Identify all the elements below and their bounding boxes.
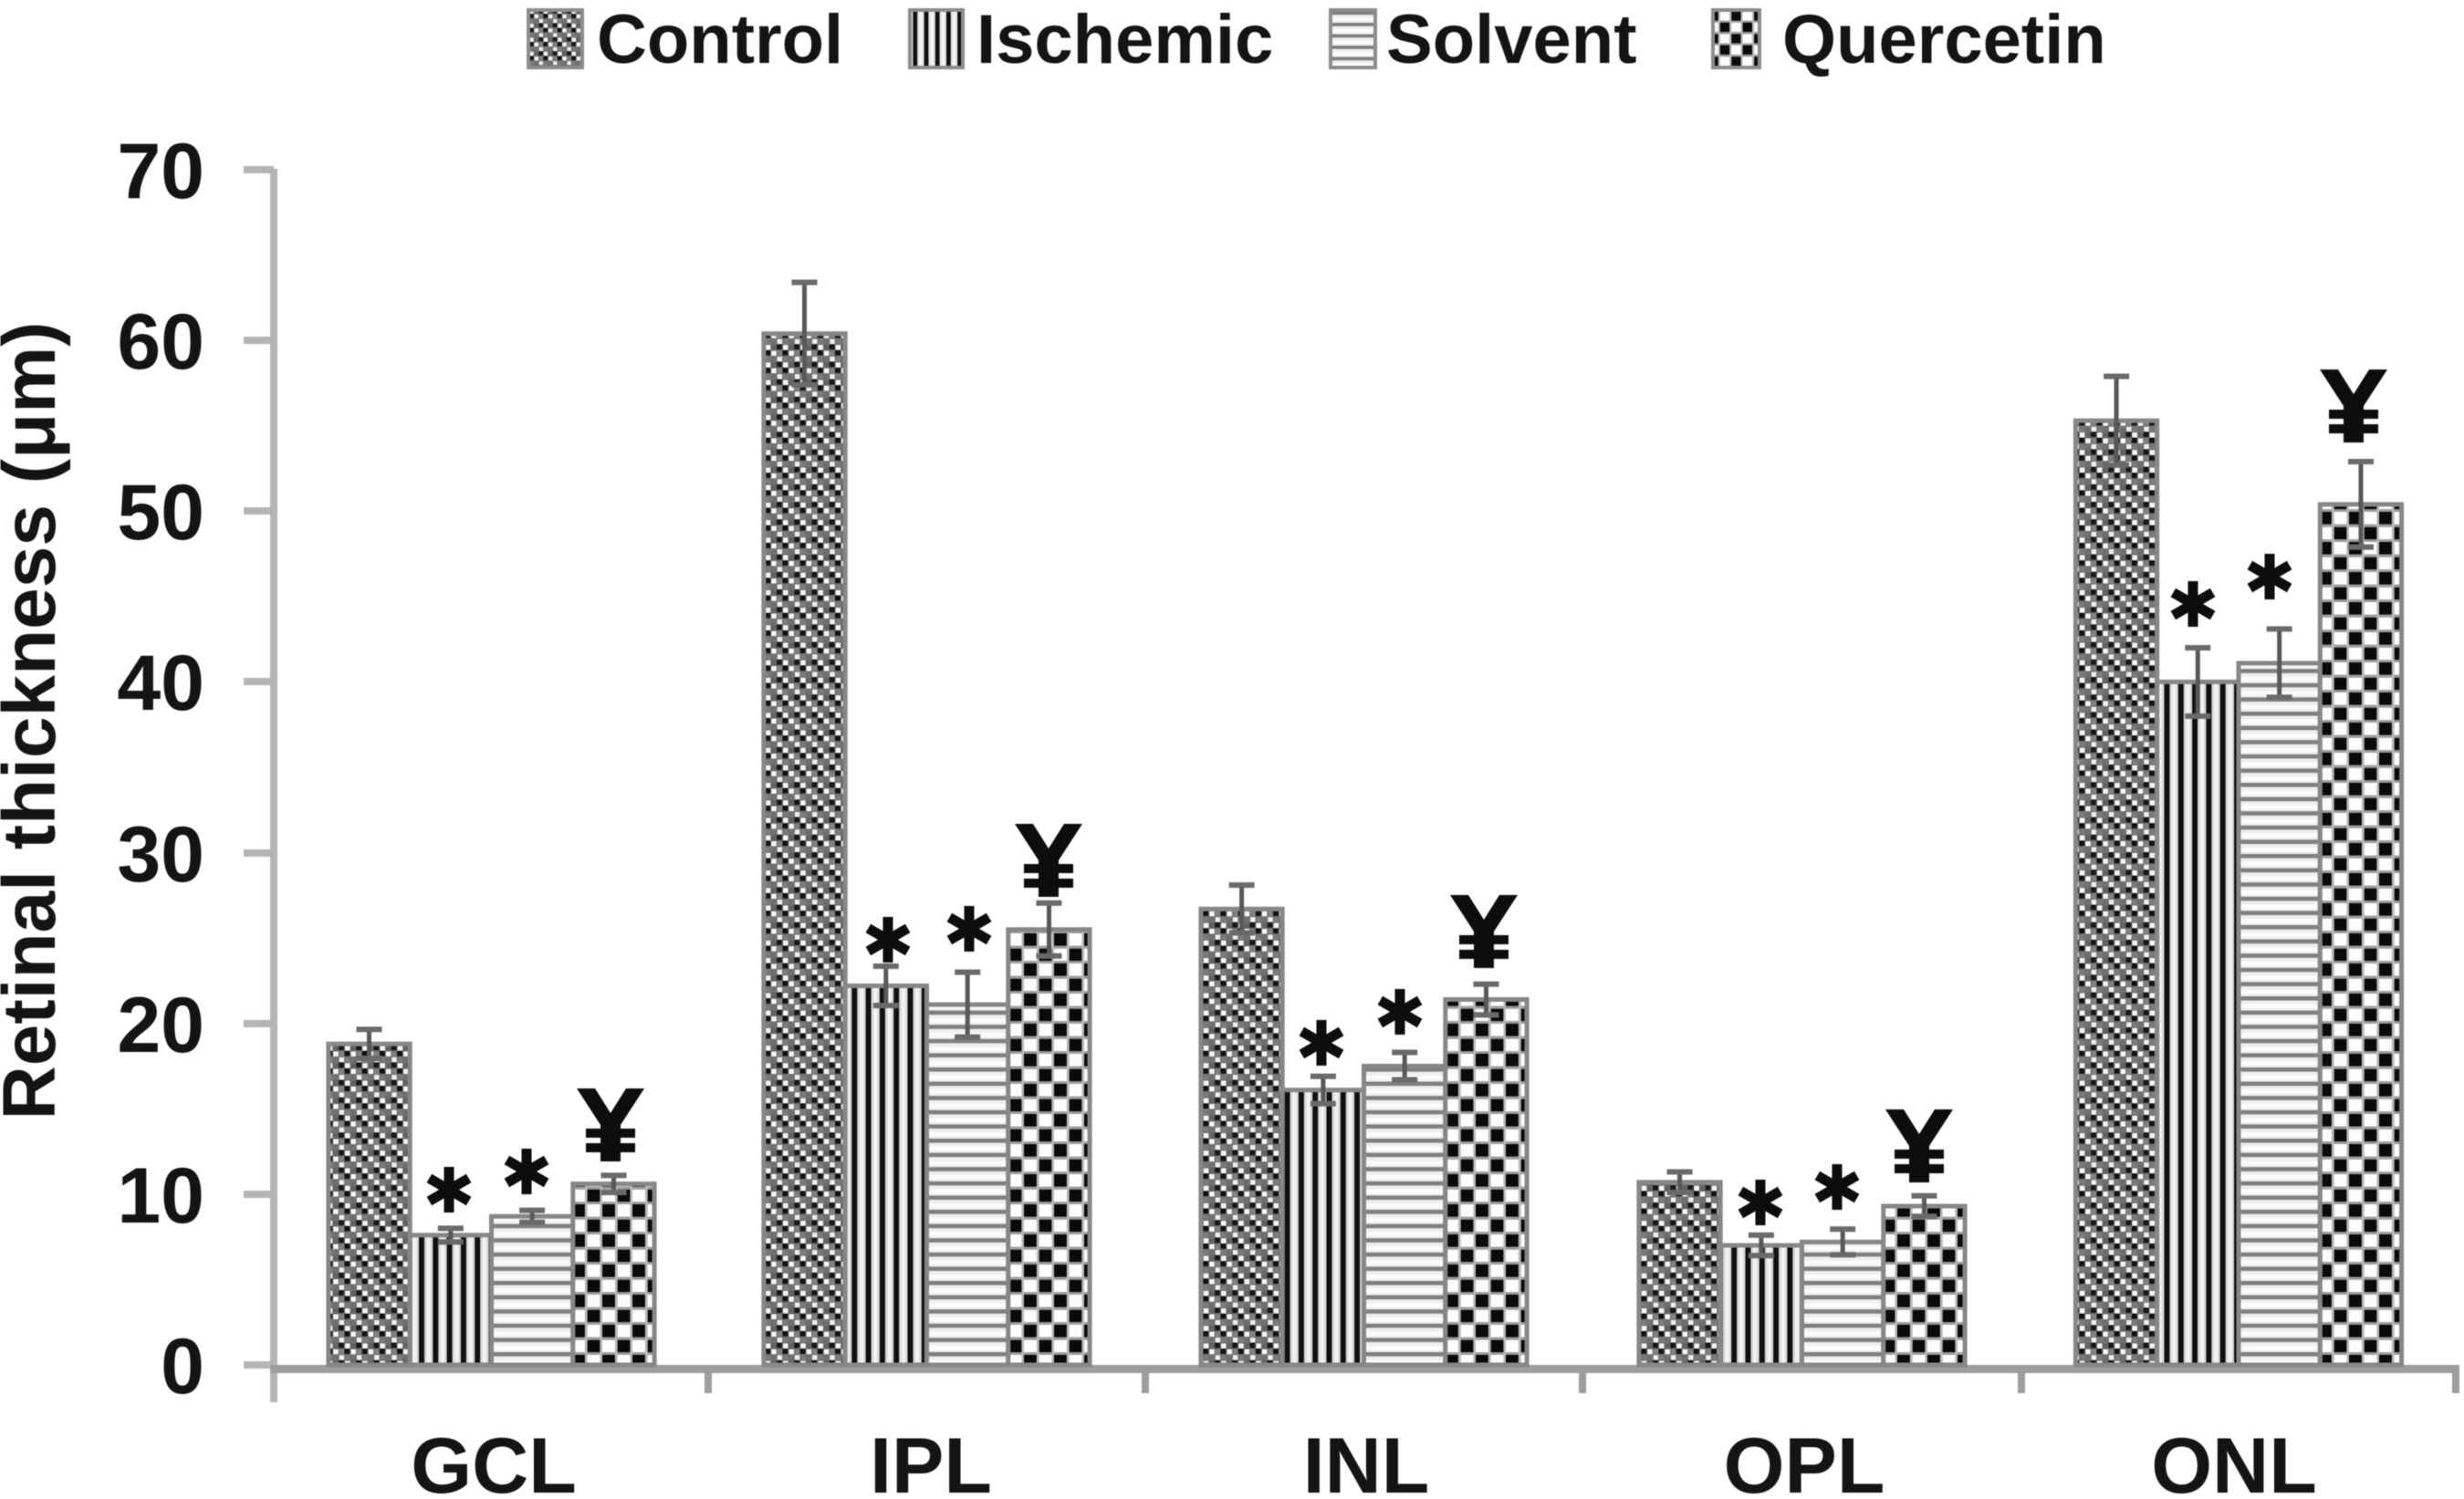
- svg-text:IPL: IPL: [870, 1422, 992, 1494]
- svg-text:GCL: GCL: [411, 1422, 577, 1494]
- svg-text:Quercetin: Quercetin: [1782, 1, 2106, 78]
- svg-text:40: 40: [117, 640, 204, 727]
- svg-text:60: 60: [117, 298, 204, 386]
- svg-text:20: 20: [117, 982, 204, 1069]
- svg-text:Control: Control: [597, 1, 843, 78]
- svg-text:ONL: ONL: [2151, 1422, 2317, 1494]
- svg-text:10: 10: [117, 1152, 204, 1240]
- svg-text:Retinal thickness (μm): Retinal thickness (μm): [0, 322, 71, 1120]
- svg-text:30: 30: [117, 811, 204, 899]
- svg-text:INL: INL: [1303, 1422, 1430, 1494]
- svg-text:0: 0: [161, 1323, 204, 1411]
- svg-text:OPL: OPL: [1724, 1422, 1885, 1494]
- svg-text:50: 50: [117, 469, 204, 557]
- svg-text:70: 70: [117, 128, 204, 215]
- svg-text:Ischemic: Ischemic: [976, 1, 1273, 78]
- svg-text:Solvent: Solvent: [1386, 1, 1637, 78]
